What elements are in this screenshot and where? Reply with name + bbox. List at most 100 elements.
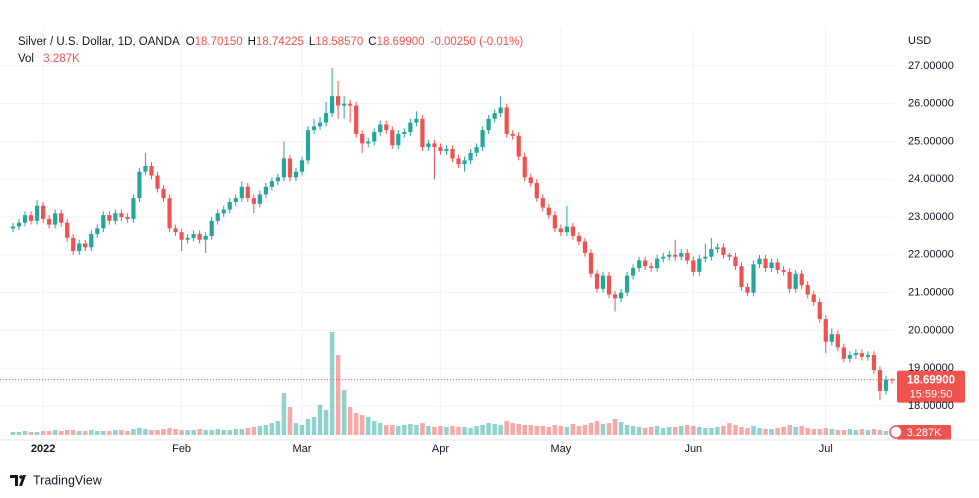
volume-bar xyxy=(335,355,341,435)
volume-bar xyxy=(251,427,257,435)
volume-bar xyxy=(82,431,88,435)
candle-body xyxy=(191,234,196,238)
candle-body xyxy=(456,158,461,165)
x-tick-label: Jul xyxy=(819,443,833,455)
volume-bar xyxy=(173,429,178,435)
candle-body xyxy=(534,183,539,199)
volume-bar xyxy=(745,428,750,435)
volume-bar xyxy=(570,424,576,435)
volume-bar xyxy=(522,425,528,435)
candle-body xyxy=(95,228,100,235)
candle-body xyxy=(420,118,425,148)
candle-body xyxy=(540,198,545,208)
candle-body xyxy=(727,254,732,257)
candle-body xyxy=(811,294,816,303)
volume-bar xyxy=(311,417,317,435)
volume-bar xyxy=(504,421,509,435)
volume-bar xyxy=(823,428,829,435)
candle-body xyxy=(564,226,569,233)
candle-body xyxy=(649,266,654,269)
volume-bar xyxy=(486,423,491,435)
candle-body xyxy=(444,149,449,151)
volume-bar xyxy=(456,427,461,435)
candle-body xyxy=(323,113,329,123)
volume-bar xyxy=(721,426,726,435)
candle-body xyxy=(65,222,70,238)
y-tick-label: 23.00000 xyxy=(908,211,954,223)
volume-bar xyxy=(492,424,497,435)
candle-body xyxy=(697,258,702,272)
ohlc-key: C xyxy=(368,36,376,48)
candle-body xyxy=(101,215,106,229)
candle-body xyxy=(709,249,714,257)
volume-tag xyxy=(897,425,951,440)
candle-body xyxy=(877,370,883,391)
countdown: 15:59:50 xyxy=(910,388,953,400)
candle-body xyxy=(799,273,804,286)
candle-body xyxy=(588,252,594,274)
price-tag xyxy=(897,370,965,403)
candle-body xyxy=(34,205,40,221)
candle-body xyxy=(408,122,413,133)
volume-bar xyxy=(877,430,883,435)
volume-bar xyxy=(564,427,570,435)
volume-bar xyxy=(408,424,413,435)
candle-body xyxy=(143,166,148,172)
candle-body xyxy=(673,254,678,257)
candle-body xyxy=(432,143,437,148)
candle-body xyxy=(691,260,696,272)
volume-bar xyxy=(883,431,889,435)
volume-bar xyxy=(582,425,588,435)
candle-body xyxy=(474,147,479,153)
volume-bar xyxy=(516,424,521,435)
x-tick-label: Feb xyxy=(172,443,191,455)
candle-body xyxy=(823,319,828,342)
volume-bar xyxy=(293,423,299,435)
volume-bar xyxy=(390,425,395,435)
candle-body xyxy=(763,258,768,269)
candle-body xyxy=(342,103,347,106)
price-tag-value: 18.69900 xyxy=(907,375,955,387)
volume-bar xyxy=(450,426,455,435)
candle-body xyxy=(769,262,774,269)
volume-bar xyxy=(209,430,214,435)
volume-bar xyxy=(329,332,335,435)
volume-bar xyxy=(576,426,582,435)
volume-bar xyxy=(552,425,558,435)
volume-bar xyxy=(137,428,142,435)
candle-body xyxy=(865,354,871,357)
volume-bar xyxy=(660,428,666,435)
candle-body xyxy=(841,347,846,359)
ohlc-value: 18.58570 xyxy=(315,36,363,48)
volume-bar xyxy=(64,430,70,435)
candle-body xyxy=(582,241,588,253)
volume-bar xyxy=(835,430,841,435)
volume-bar xyxy=(365,417,371,435)
ohlc-value: 18.69900 xyxy=(377,36,425,48)
volume-bar xyxy=(648,427,654,435)
candle-body xyxy=(131,198,136,219)
candle-body xyxy=(155,175,160,189)
candle-body xyxy=(576,235,582,242)
volume-bar xyxy=(396,426,401,435)
volume-bar xyxy=(245,428,251,435)
candle-body xyxy=(251,198,256,204)
candle-body xyxy=(414,118,419,123)
volume-bar xyxy=(691,426,696,435)
volume-bar xyxy=(534,426,540,435)
volume-bar xyxy=(341,390,347,435)
candle-body xyxy=(733,256,738,267)
volume-bar xyxy=(227,430,233,435)
volume-bar xyxy=(119,430,124,435)
volume-bar xyxy=(528,425,534,435)
ohlc-value: 18.70150 xyxy=(195,36,243,48)
candle-body xyxy=(745,286,750,293)
volume-bar xyxy=(215,429,220,435)
volume-bar xyxy=(58,431,64,435)
volume-bar xyxy=(113,430,118,435)
volume-bar xyxy=(353,413,359,435)
volume-bar xyxy=(775,428,780,435)
candle-body xyxy=(227,201,232,210)
candle-body xyxy=(185,237,190,240)
